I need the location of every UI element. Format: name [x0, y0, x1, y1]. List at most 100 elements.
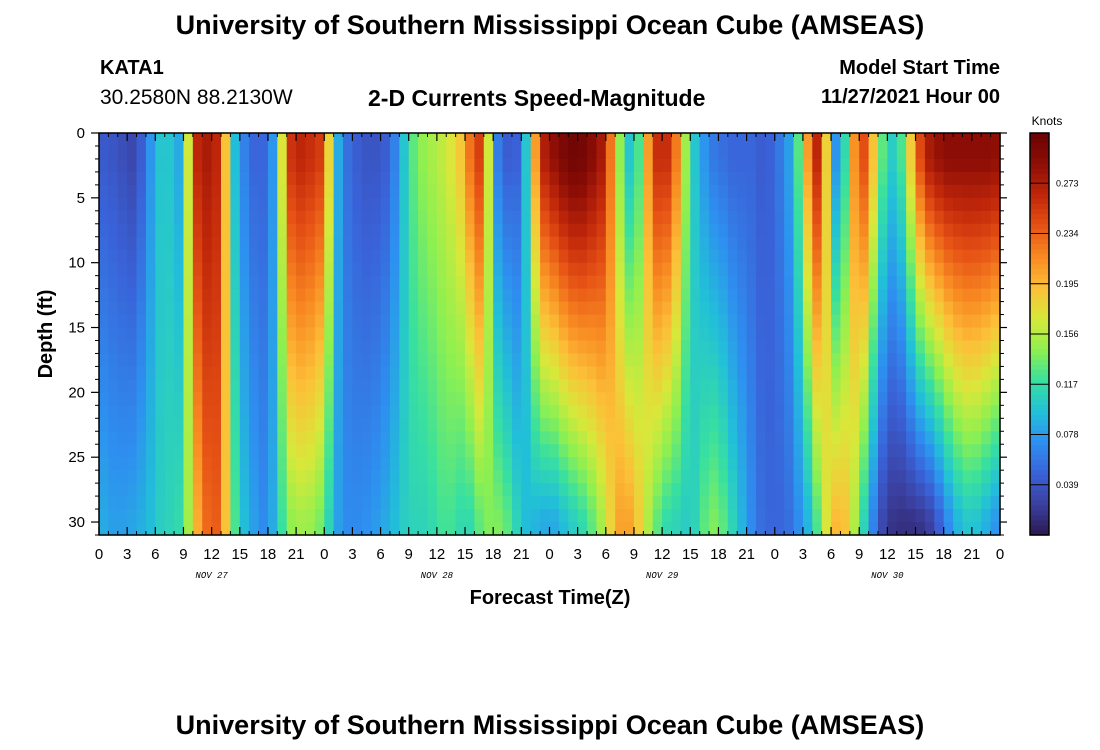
colorbar-segment: [1030, 248, 1049, 255]
heatmap-cell: [633, 327, 644, 342]
heatmap-cell: [784, 522, 795, 536]
heatmap-cell: [343, 405, 354, 419]
heatmap-cell: [521, 327, 532, 342]
heatmap-cell: [737, 223, 748, 238]
heatmap-cell: [296, 249, 307, 264]
heatmap-cell: [774, 457, 785, 471]
heatmap-cell: [202, 210, 213, 225]
heatmap-cell: [718, 522, 729, 536]
heatmap-cell: [755, 509, 766, 523]
heatmap-cell: [887, 145, 898, 160]
heatmap-cell: [568, 301, 579, 316]
heatmap-cell: [286, 379, 297, 393]
heatmap-cell: [990, 133, 1001, 147]
heatmap-cell: [812, 249, 823, 264]
heatmap-cell: [868, 340, 879, 355]
heatmap-cell: [117, 522, 128, 536]
heatmap-cell: [127, 236, 138, 251]
heatmap-cell: [164, 223, 175, 238]
heatmap-cell: [615, 275, 626, 290]
heatmap-cell: [652, 249, 663, 264]
heatmap-cell: [267, 366, 278, 380]
heatmap-cell: [962, 509, 973, 523]
heatmap-cell: [680, 470, 691, 484]
heatmap-cell: [549, 366, 560, 380]
heatmap-cell: [680, 379, 691, 393]
heatmap-cell: [953, 158, 964, 173]
heatmap-cell: [690, 392, 701, 406]
heatmap-cell: [474, 133, 485, 147]
heatmap-cell: [906, 444, 917, 458]
heatmap-cell: [718, 145, 729, 160]
heatmap-cell: [831, 301, 842, 316]
heatmap-cell: [840, 171, 851, 186]
heatmap-cell: [117, 379, 128, 393]
heatmap-cell: [596, 301, 607, 316]
heatmap-cell: [446, 509, 457, 523]
heatmap-cell: [727, 262, 738, 277]
heatmap-cell: [990, 314, 1001, 329]
x-tick-label: 15: [457, 546, 474, 563]
heatmap-cell: [136, 327, 147, 342]
heatmap-cell: [389, 509, 400, 523]
heatmap-cell: [887, 133, 898, 147]
heatmap-cell: [793, 405, 804, 419]
heatmap-cell: [117, 470, 128, 484]
heatmap-cell: [483, 379, 494, 393]
heatmap-cell: [587, 249, 598, 264]
heatmap-cell: [474, 184, 485, 199]
heatmap-cell: [802, 509, 813, 523]
heatmap-cell: [962, 158, 973, 173]
heatmap-cell: [117, 392, 128, 406]
heatmap-cell: [652, 197, 663, 212]
heatmap-cell: [465, 249, 476, 264]
heatmap-cell: [755, 496, 766, 510]
heatmap-cell: [540, 327, 551, 342]
heatmap-cell: [924, 133, 935, 147]
x-tick-label: 18: [935, 546, 952, 563]
heatmap-cell: [652, 340, 663, 355]
heatmap-cell: [662, 522, 673, 536]
heatmap-cell: [145, 133, 156, 147]
heatmap-cell: [859, 483, 870, 497]
heatmap-cell: [136, 379, 147, 393]
x-tick-label: 21: [738, 546, 755, 563]
heatmap-cell: [324, 184, 335, 199]
heatmap-cell: [915, 379, 926, 393]
heatmap-cell: [145, 210, 156, 225]
heatmap-cell: [896, 353, 907, 368]
heatmap-cell: [267, 223, 278, 238]
heatmap-cell: [446, 392, 457, 406]
heatmap-cell: [183, 184, 194, 199]
heatmap-cell: [389, 444, 400, 458]
heatmap-cell: [840, 210, 851, 225]
heatmap-cell: [568, 340, 579, 355]
heatmap-cell: [596, 223, 607, 238]
heatmap-cell: [690, 158, 701, 173]
colorbar-segment: [1030, 334, 1049, 340]
heatmap-cell: [380, 133, 391, 147]
heatmap-cell: [990, 470, 1001, 484]
heatmap-cell: [981, 145, 992, 160]
heatmap-cell: [596, 496, 607, 510]
heatmap-cell: [793, 197, 804, 212]
heatmap-cell: [389, 236, 400, 251]
heatmap-cell: [699, 457, 710, 471]
heatmap-cell: [765, 184, 776, 199]
heatmap-cell: [296, 197, 307, 212]
heatmap-cell: [624, 496, 635, 510]
heatmap-cell: [868, 236, 879, 251]
heatmap-cell: [145, 431, 156, 445]
heatmap-cell: [296, 366, 307, 380]
heatmap-cell: [136, 184, 147, 199]
heatmap-cell: [821, 314, 832, 329]
heatmap-cell: [971, 249, 982, 264]
heatmap-cell: [277, 158, 288, 173]
heatmap-cell: [981, 405, 992, 419]
heatmap-cell: [765, 210, 776, 225]
heatmap-cell: [765, 483, 776, 497]
colorbar-segment: [1030, 163, 1049, 169]
heatmap-cell: [840, 184, 851, 199]
heatmap-cell: [868, 392, 879, 406]
heatmap-cell: [286, 249, 297, 264]
